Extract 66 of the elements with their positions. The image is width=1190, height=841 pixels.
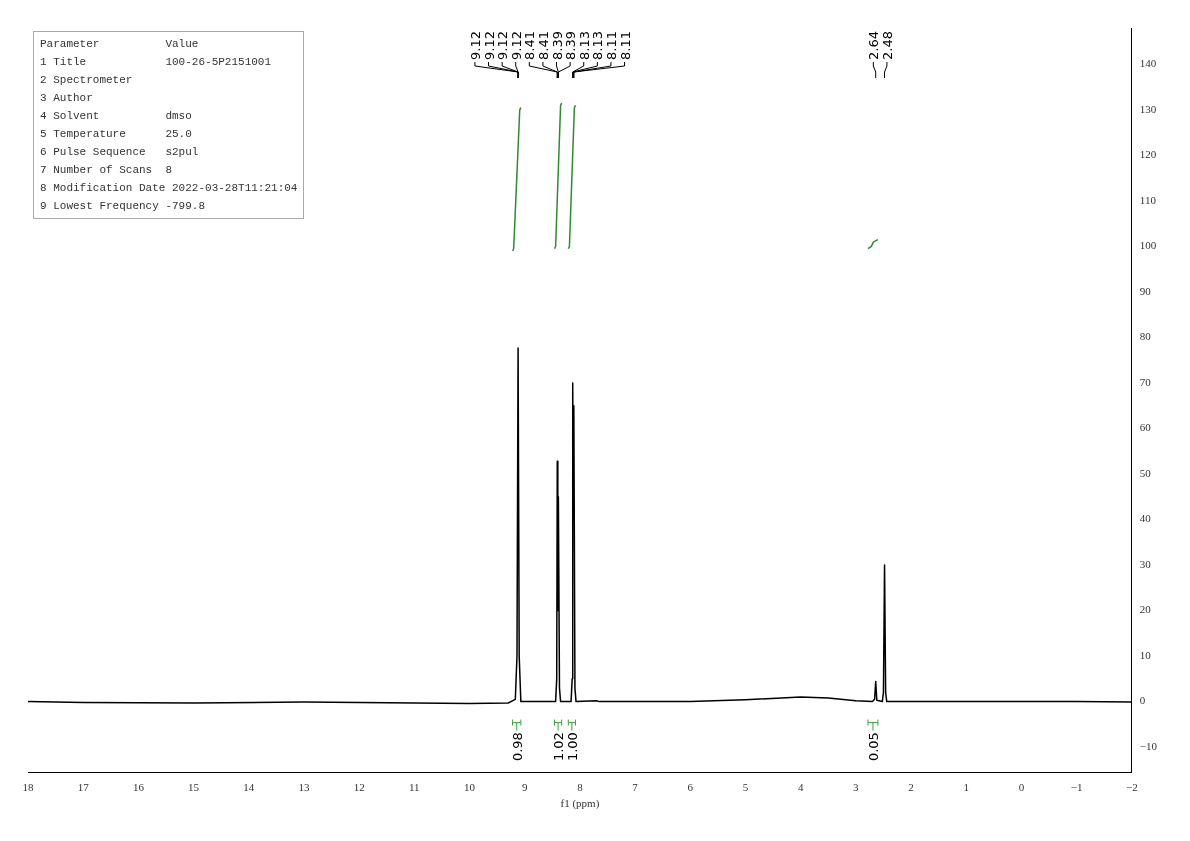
annotation: 1.00 [564, 732, 580, 762]
x-tick-label: 18 [22, 781, 34, 794]
x-tick-label: 5 [742, 781, 749, 794]
x-axis-title: f1 (ppm) [560, 797, 600, 811]
x-tick-label: 6 [687, 781, 694, 794]
x-tick-label: 7 [632, 781, 639, 794]
annotation: 9.12 [481, 31, 497, 60]
annotation: 7 Number of Scans 8 [40, 163, 174, 178]
annotation: 8.39 [549, 31, 565, 60]
annotation: 9 Lowest Frequency -799.8 [40, 199, 207, 214]
x-tick-label: 0 [1018, 781, 1025, 794]
annotation: 9.12 [467, 31, 483, 60]
y-tick-label: 0 [1139, 694, 1146, 707]
y-tick-label: 20 [1139, 603, 1152, 616]
x-tick-label: 4 [797, 781, 804, 794]
y-tick-label: 50 [1139, 466, 1152, 479]
annotation: 1 Title 100-26-5P2151001 [40, 55, 273, 70]
y-tick-label: 110 [1139, 193, 1157, 206]
annotation: 2 Spectrometer [40, 73, 134, 88]
x-tick-label: 10 [464, 781, 476, 794]
x-tick-label: 3 [853, 781, 860, 794]
y-tick-label: 70 [1139, 375, 1152, 388]
annotation: 8.13 [590, 31, 606, 60]
annotation: 8.13 [576, 31, 592, 60]
annotation: 5 Temperature 25.0 [40, 127, 193, 142]
x-tick-label: 14 [243, 781, 255, 794]
annotation: 4 Solvent dmso [40, 109, 193, 124]
x-tick-label: 9 [521, 781, 528, 794]
annotation: 9.12 [508, 31, 524, 60]
y-tick-label: 140 [1139, 57, 1157, 70]
annotation: 6 Pulse Sequence s2pul [40, 145, 200, 160]
y-tick-label: 30 [1139, 557, 1152, 570]
annotation: 1.02 [551, 732, 567, 762]
annotation: 0.05 [865, 732, 881, 762]
y-tick-label: 60 [1139, 421, 1152, 434]
annotation: 2.48 [879, 31, 895, 60]
y-tick-label: 130 [1139, 102, 1157, 115]
annotation: 2.64 [866, 31, 882, 60]
x-tick-label: 16 [132, 781, 145, 794]
x-tick-label: 12 [353, 781, 365, 794]
annotation: 8.41 [535, 31, 551, 60]
x-tick-label: −2 [1125, 781, 1138, 794]
y-tick-label: 80 [1139, 330, 1152, 343]
x-tick-label: 1 [963, 781, 969, 794]
y-tick-label: 120 [1139, 148, 1157, 161]
annotation: 8.11 [603, 31, 619, 60]
annotation: 8.41 [522, 31, 538, 60]
annotation: 0.98 [509, 732, 525, 762]
annotation: 8.11 [617, 31, 633, 60]
annotation: 8 Modification Date 2022-03-28T11:21:04 [40, 181, 298, 196]
y-tick-label: −10 [1139, 740, 1158, 752]
y-tick-label: 40 [1139, 512, 1152, 525]
x-tick-label: 11 [409, 781, 420, 794]
annotation: 9.12 [495, 31, 511, 60]
x-tick-label: 13 [298, 781, 310, 794]
annotation: 8.39 [563, 31, 579, 60]
annotation: 3 Author [40, 91, 94, 106]
x-tick-label: 15 [188, 781, 200, 794]
x-tick-label: 17 [77, 781, 90, 794]
annotation: Parameter Value [40, 37, 200, 52]
x-tick-label: −1 [1070, 781, 1083, 794]
x-tick-label: 2 [908, 781, 914, 794]
y-tick-label: 90 [1139, 284, 1152, 297]
x-tick-label: 8 [577, 781, 584, 794]
y-tick-label: 10 [1139, 648, 1152, 661]
y-tick-label: 100 [1139, 239, 1157, 252]
